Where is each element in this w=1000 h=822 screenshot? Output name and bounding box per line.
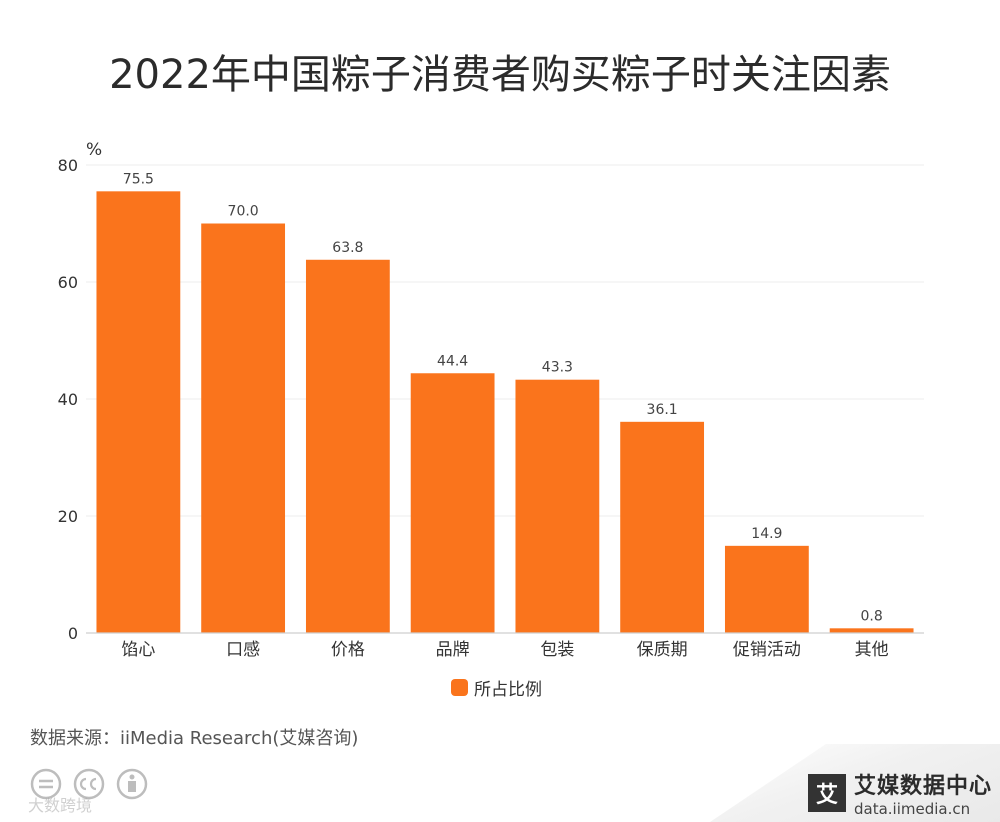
x-tick-label: 口感 — [226, 640, 260, 660]
brand-logo-icon: 艾 — [808, 774, 846, 812]
bar — [305, 259, 390, 633]
data-label: 14.9 — [751, 526, 782, 542]
y-axis: 0 20 40 60 80 — [58, 156, 78, 643]
data-label: 44.4 — [437, 353, 468, 369]
bar-series — [96, 191, 914, 633]
license-icons — [8, 768, 158, 812]
y-axis-unit: % — [86, 140, 102, 160]
data-label: 0.8 — [860, 608, 882, 624]
bar — [724, 545, 809, 633]
legend-swatch — [451, 678, 468, 696]
attribution-icon — [116, 768, 148, 800]
bar — [620, 421, 705, 633]
brand-url: data.iimedia.cn — [854, 800, 971, 818]
bar — [201, 223, 286, 633]
data-label: 36.1 — [647, 402, 678, 418]
x-tick-label: 包装 — [540, 640, 574, 660]
source-note: 数据来源：iiMedia Research(艾媒咨询) — [30, 728, 359, 749]
bar — [96, 191, 181, 633]
x-tick-label: 馅心 — [121, 640, 155, 660]
data-label: 43.3 — [542, 360, 573, 376]
data-label: 70.0 — [228, 204, 259, 220]
legend-label: 所占比例 — [474, 679, 542, 700]
x-tick-label: 促销活动 — [733, 640, 801, 660]
x-axis: 馅心 口感 价格 品牌 包装 保质期 促销活动 其他 — [86, 632, 924, 660]
x-tick-label: 保质期 — [637, 640, 688, 660]
watermark: 大数跨境 — [28, 796, 93, 815]
x-tick-label: 其他 — [855, 640, 889, 660]
brand-name: 艾媒数据中心 — [854, 774, 993, 799]
bar — [515, 379, 600, 633]
y-tick-label: 40 — [58, 390, 78, 409]
equals-icon — [30, 768, 62, 800]
x-tick-label: 价格 — [331, 640, 365, 660]
bar — [410, 373, 495, 633]
y-tick-label: 20 — [58, 507, 78, 526]
x-tick-label: 品牌 — [436, 640, 470, 660]
y-tick-label: 0 — [68, 624, 78, 643]
cc-icon — [73, 768, 105, 800]
y-tick-label: 80 — [58, 156, 78, 175]
bar — [829, 628, 914, 633]
data-label: 75.5 — [123, 171, 154, 187]
data-labels: 75.5 70.0 63.8 44.4 43.3 36.1 14.9 0.8 — [123, 171, 883, 624]
data-label: 63.8 — [332, 240, 363, 256]
y-tick-label: 60 — [58, 273, 78, 292]
brand-block[interactable]: 艾 艾媒数据中心 data.iimedia.cn — [808, 768, 992, 818]
chart-title: 2022年中国粽子消费者购买粽子时关注因素 — [109, 52, 891, 98]
legend[interactable]: 所占比例 — [451, 676, 542, 700]
